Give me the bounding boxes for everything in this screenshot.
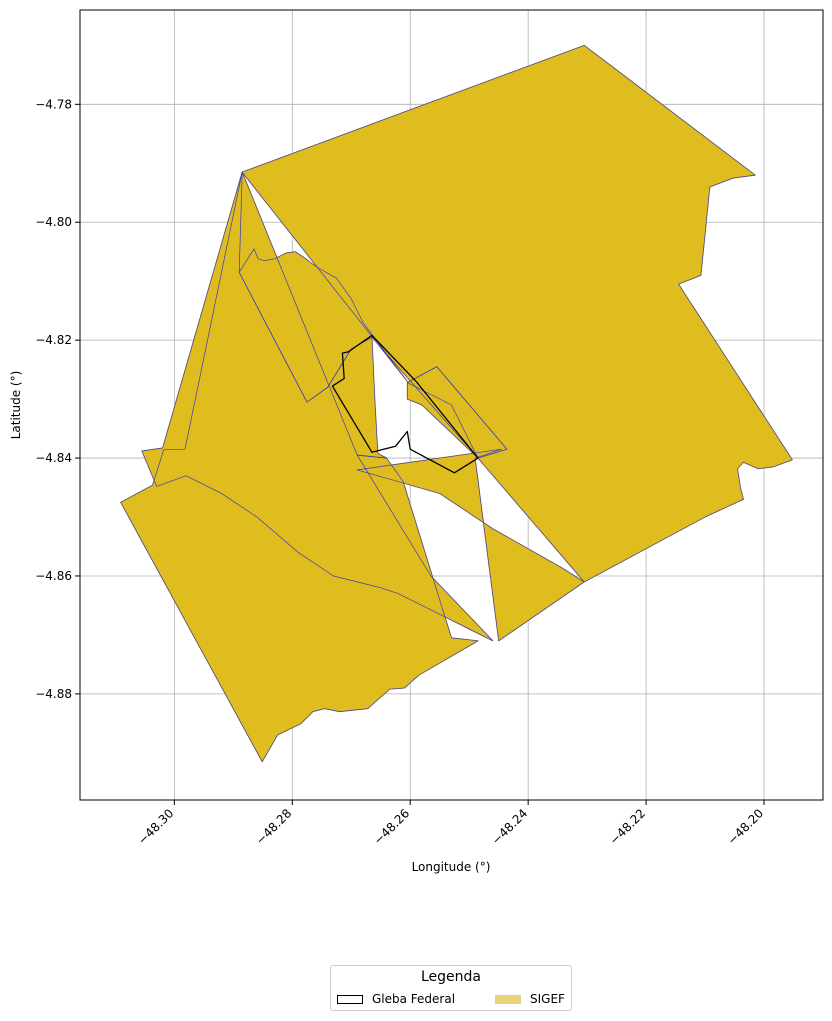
x-axis-label: Longitude (°)	[412, 860, 491, 874]
plot-frame	[79, 9, 824, 801]
y-axis-label: Latitude (°)	[9, 371, 23, 440]
y-tick-label: −4.84	[35, 451, 72, 465]
x-tick-label: −48.28	[253, 806, 294, 847]
x-tick-label: −48.24	[489, 806, 530, 847]
legend-title: Legenda	[420, 969, 481, 985]
y-tick-label: −4.82	[35, 333, 72, 347]
y-tick-label: −4.88	[35, 687, 72, 701]
gleba-federal-polygon-1	[331, 334, 479, 474]
y-tick-label: −4.86	[35, 569, 72, 583]
x-tick-label: −48.26	[371, 806, 412, 847]
legend-label-gleba-federal: Gleba Federal	[372, 992, 456, 1006]
sigef-parcel-boundary-6	[406, 366, 508, 459]
gleba-federal-swatch	[337, 994, 363, 1004]
sigef-swatch	[495, 994, 521, 1004]
legend-item-sigef: SIGEF	[495, 992, 565, 1006]
y-axis-ticks: −4.78 −4.80 −4.82 −4.84 −4.86 −4.88	[35, 97, 80, 701]
legend-label-sigef: SIGEF	[530, 992, 565, 1006]
x-tick-label: −48.30	[135, 806, 176, 847]
y-tick-label: −4.80	[35, 215, 72, 229]
y-tick-label: −4.78	[35, 97, 72, 111]
legend: Legenda Gleba Federal SIGEF	[330, 965, 572, 1011]
x-tick-label: −48.22	[607, 806, 648, 847]
sigef-layer	[120, 44, 793, 763]
sigef-parcel-boundary-3	[120, 171, 479, 763]
gleba-federal-layer	[331, 334, 479, 474]
x-tick-label: −48.20	[725, 806, 766, 847]
legend-item-gleba-federal: Gleba Federal	[337, 992, 455, 1006]
x-axis-ticks: −48.30 −48.28 −48.26 −48.24 −48.22 −48.20	[135, 800, 766, 848]
sigef-parcel-boundary-4	[356, 448, 585, 642]
